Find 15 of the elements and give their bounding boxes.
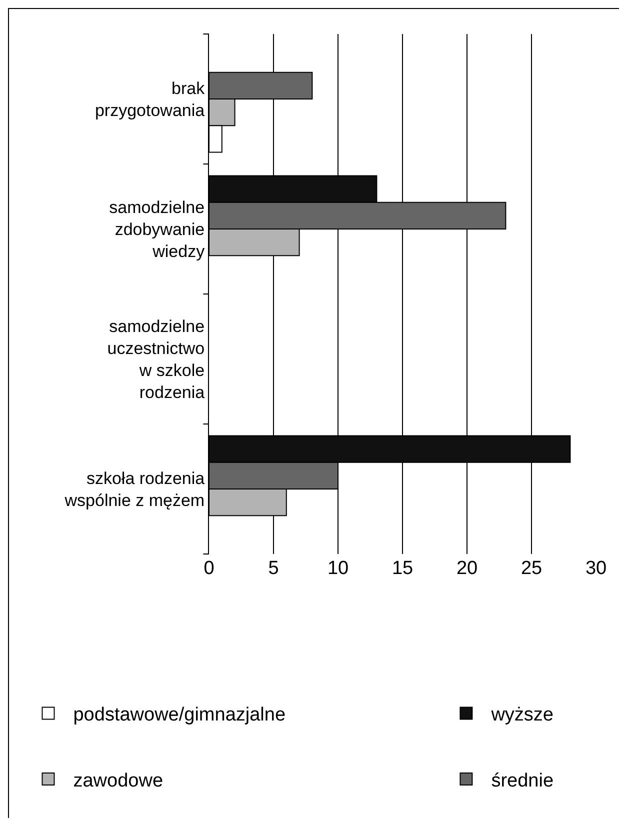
y-tick-label: szkoła rodzenia wspólnie z mężem [64, 468, 206, 510]
x-tick-label: 5 [268, 558, 279, 579]
x-tick-label: 30 [585, 558, 607, 579]
x-tick-label: 0 [204, 558, 214, 579]
y-tick-label: samodzielne zdobywanie wiedzy [109, 198, 206, 262]
legend-label: zawodowe [73, 770, 164, 792]
y-tick-label: samodzielne uczestnictwo w szkole rodzenia [107, 316, 206, 402]
x-tick-label: 10 [327, 558, 349, 579]
y-tick-label: brak przygotowania [94, 78, 206, 120]
x-tick-label: 15 [392, 558, 414, 579]
legend-label: średnie [491, 770, 554, 792]
legend-label: wyższe [490, 704, 554, 726]
legend-label: podstawowe/gimnazjalne [73, 704, 286, 726]
x-tick-label: 25 [520, 558, 542, 579]
x-tick-label: 20 [456, 558, 478, 579]
